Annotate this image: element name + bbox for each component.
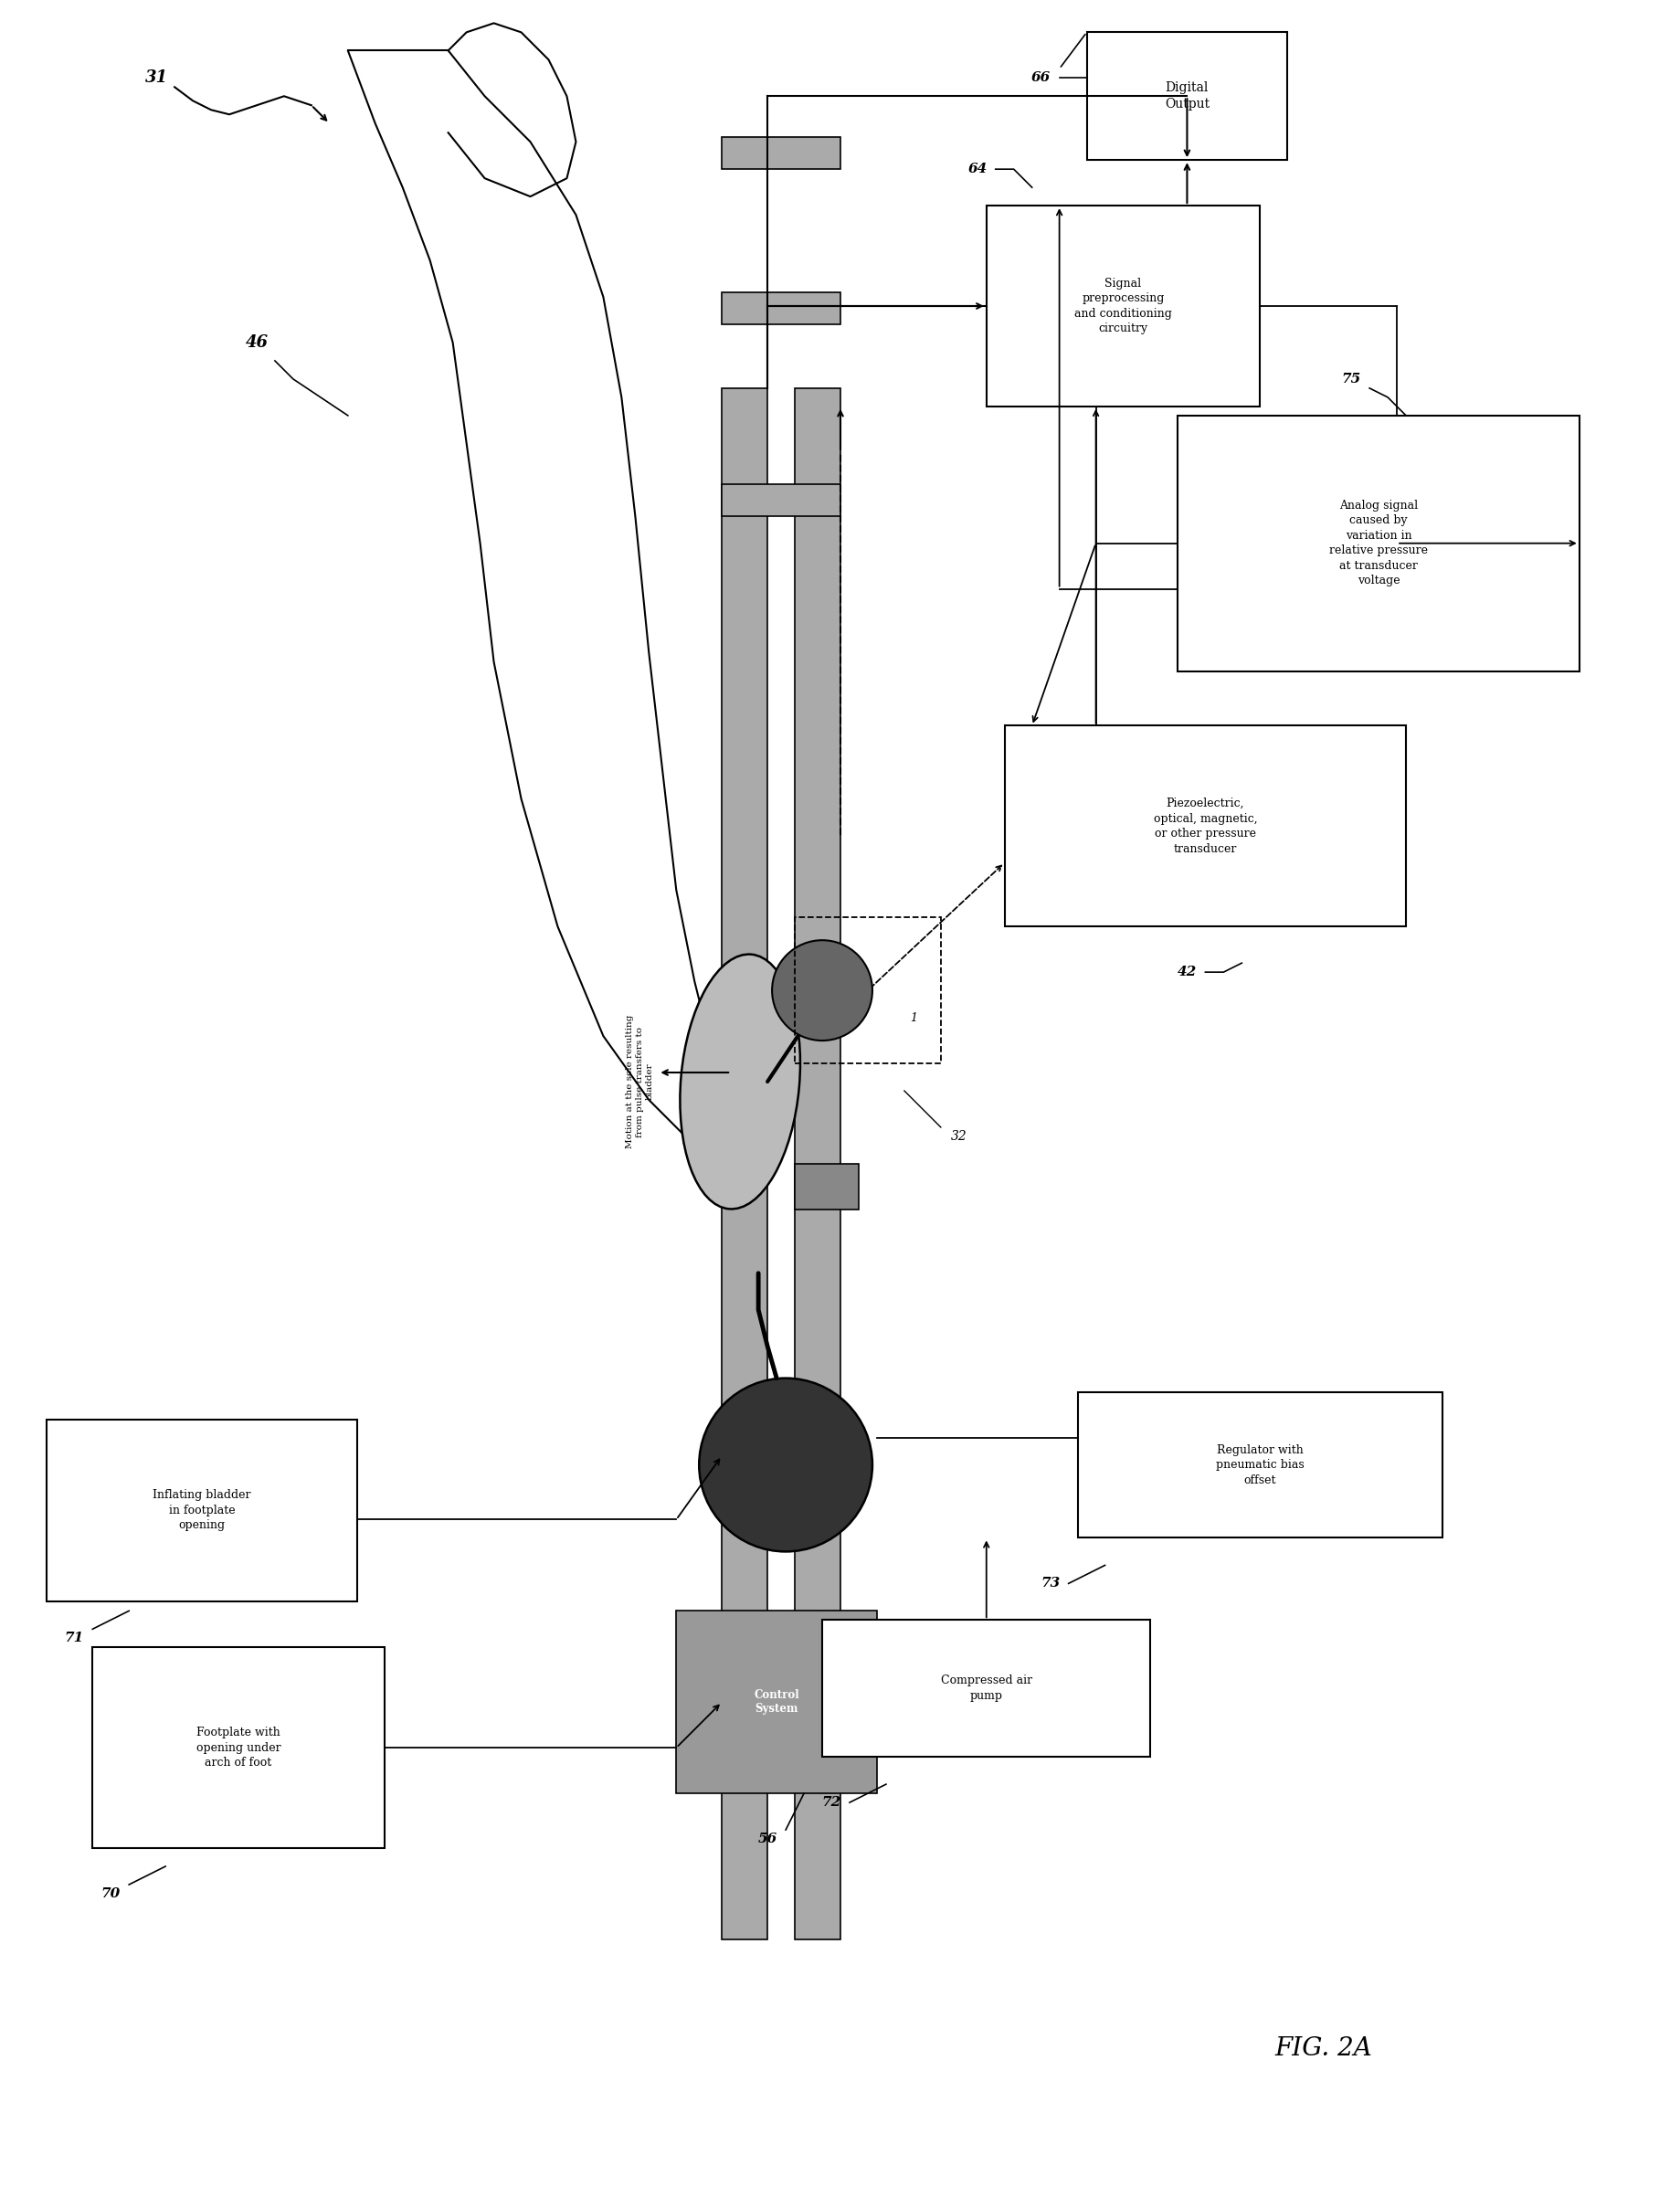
Text: 70: 70 bbox=[101, 1887, 121, 1901]
Text: 73: 73 bbox=[1040, 1577, 1060, 1590]
Text: 42: 42 bbox=[1178, 967, 1196, 978]
Text: Signal
preprocessing
and conditioning
circuitry: Signal preprocessing and conditioning ci… bbox=[1075, 278, 1173, 335]
Text: Digital
Output: Digital Output bbox=[1164, 81, 1210, 112]
Bar bbox=[722, 387, 768, 1940]
Bar bbox=[722, 483, 840, 516]
Text: Analog signal
caused by
variation in
relative pressure
at transducer
voltage: Analog signal caused by variation in rel… bbox=[1329, 499, 1428, 586]
Text: Footplate with
opening under
arch of foot: Footplate with opening under arch of foo… bbox=[197, 1728, 281, 1769]
Text: Regulator with
pneumatic bias
offset: Regulator with pneumatic bias offset bbox=[1216, 1443, 1304, 1485]
Text: 32: 32 bbox=[951, 1131, 968, 1144]
Text: 66: 66 bbox=[1032, 72, 1050, 85]
Text: FIG. 2A: FIG. 2A bbox=[1275, 2036, 1373, 2060]
Ellipse shape bbox=[680, 954, 800, 1209]
Bar bbox=[1087, 33, 1287, 160]
Text: 71: 71 bbox=[64, 1632, 84, 1645]
Bar bbox=[1005, 726, 1406, 927]
Text: Piezoelectric,
optical, magnetic,
or other pressure
transducer: Piezoelectric, optical, magnetic, or oth… bbox=[1154, 798, 1257, 855]
Bar bbox=[92, 1647, 385, 1848]
Text: Control
System: Control System bbox=[754, 1688, 800, 1715]
Bar bbox=[47, 1419, 358, 1601]
Text: 46: 46 bbox=[245, 335, 269, 350]
Bar bbox=[795, 916, 941, 1063]
Bar bbox=[1178, 416, 1579, 671]
Bar bbox=[986, 206, 1260, 407]
Text: Compressed air
pump: Compressed air pump bbox=[941, 1675, 1032, 1701]
Text: 56: 56 bbox=[758, 1833, 778, 1846]
Text: 72: 72 bbox=[822, 1796, 842, 1809]
Bar bbox=[722, 138, 840, 168]
Bar bbox=[1077, 1391, 1443, 1537]
Bar bbox=[795, 387, 840, 1940]
Text: 75: 75 bbox=[1342, 372, 1361, 385]
Text: Inflating bladder
in footplate
opening: Inflating bladder in footplate opening bbox=[153, 1489, 250, 1531]
Bar bbox=[822, 1621, 1151, 1756]
Circle shape bbox=[699, 1378, 872, 1551]
Text: 1: 1 bbox=[911, 1013, 917, 1024]
Bar bbox=[677, 1612, 877, 1793]
Circle shape bbox=[773, 940, 872, 1041]
Text: Motion at the sole resulting
from pulse transfers to
bladder: Motion at the sole resulting from pulse … bbox=[625, 1015, 654, 1148]
Text: 64: 64 bbox=[968, 162, 986, 175]
Text: 31: 31 bbox=[144, 70, 168, 85]
Bar bbox=[722, 293, 840, 324]
Bar bbox=[795, 1163, 858, 1209]
